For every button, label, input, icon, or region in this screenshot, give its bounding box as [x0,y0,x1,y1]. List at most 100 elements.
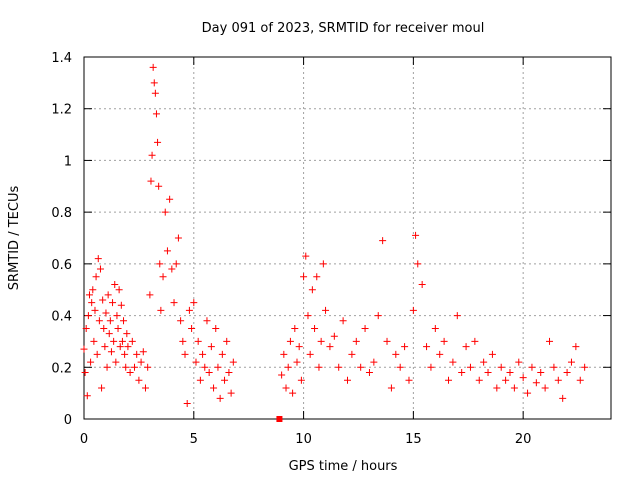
data-point [95,317,103,325]
data-point [92,273,100,281]
data-point [295,343,303,351]
data-point [572,343,580,351]
data-point [155,182,163,190]
data-point [212,325,220,332]
data-point [300,273,308,281]
data-point [524,389,532,397]
data-point [216,394,224,402]
data-point [81,368,89,376]
data-point [183,399,191,407]
data-point [563,368,571,376]
data-point [227,389,235,397]
data-point [313,273,321,281]
plot-frame [83,56,612,420]
data-point [154,138,162,146]
data-point [302,252,310,260]
data-point [484,368,492,376]
y-tick-label: 0.6 [51,258,72,273]
data-point [352,337,360,345]
data-point [103,363,111,371]
data-point [149,63,157,71]
y-tick-label: 0.8 [51,206,72,221]
data-point [188,325,196,332]
data-point [502,376,510,384]
data-point [196,376,204,384]
data-point [289,389,297,397]
data-point [170,299,178,307]
data-point [85,291,93,299]
data-point [194,337,202,345]
data-point [330,332,338,340]
data-point [163,247,171,255]
data-point [214,363,222,371]
data-point [122,363,130,371]
data-point [541,384,549,392]
data-point [229,358,237,366]
data-point [297,376,305,384]
data-points [80,63,589,422]
y-tick-label: 1.2 [51,103,72,118]
data-point [546,337,554,345]
data-point [115,286,123,294]
data-point [278,371,286,379]
y-tick-label: 0.4 [51,310,72,325]
data-point [104,291,112,299]
data-point [120,317,128,325]
y-tick-label: 1.4 [51,51,72,66]
data-point [374,312,382,320]
data-point [126,368,134,376]
data-point [361,325,369,332]
y-tick-label: 0 [64,413,72,428]
data-point [365,368,373,376]
data-point [174,234,182,242]
data-point [471,337,479,345]
data-point [207,343,215,351]
y-axis-label: SRMTID / TECUs [7,186,22,291]
data-point [128,337,136,345]
x-tick-label: 20 [515,432,532,447]
data-point [396,363,404,371]
data-point [409,306,417,314]
data-point [401,343,409,351]
data-point [147,177,155,185]
data-point [112,358,120,366]
data-point [117,301,125,309]
data-point [87,358,95,366]
data-point [84,312,92,320]
data-point [139,348,147,356]
data-point [98,384,106,392]
data-point [326,343,334,351]
data-point [412,231,420,239]
data-point [436,350,444,358]
chart-grid [84,57,611,419]
data-point [199,350,207,358]
data-point [449,358,457,366]
data-point [282,384,290,392]
data-point [453,312,461,320]
data-point [107,348,115,356]
data-point [135,376,143,384]
data-point [113,312,121,320]
data-point [137,358,145,366]
x-axis-label: GPS time / hours [289,459,398,474]
data-point [291,325,299,332]
data-point [387,384,395,392]
data-point [423,343,431,351]
data-point [118,337,126,345]
data-point [445,376,453,384]
data-point [146,291,154,299]
data-point [528,363,536,371]
data-point [488,350,496,358]
y-tick-label: 1 [64,154,72,169]
data-point [480,358,488,366]
data-point [550,363,558,371]
data-point [581,363,589,371]
data-point [192,358,200,366]
data-point [304,312,312,320]
data-point [506,368,514,376]
data-point [144,363,152,371]
data-point [379,237,387,245]
data-point [370,358,378,366]
data-point [93,350,101,358]
data-point [172,260,180,268]
